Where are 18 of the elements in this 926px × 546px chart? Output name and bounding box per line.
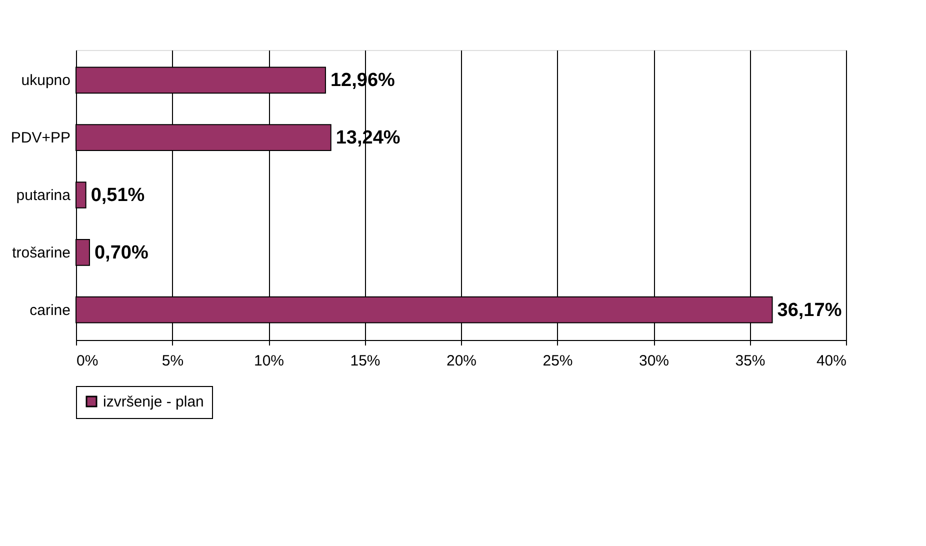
x-tick-label: 5% — [162, 352, 184, 370]
x-tick-label: 10% — [254, 352, 284, 370]
x-tick-label: 0% — [76, 352, 98, 370]
y-tick-label: trošarine — [12, 244, 70, 262]
text: 0,70% — [94, 242, 148, 264]
x-tick-label: 25% — [542, 352, 573, 370]
text: 36,17% — [777, 300, 842, 321]
x-tick-label: 20% — [446, 352, 477, 370]
y-tick-label: putarina — [16, 187, 72, 204]
legend-label: izvršenje - plan — [103, 394, 204, 410]
x-tick-label: 40% — [816, 352, 846, 370]
x-tick-label: 35% — [735, 352, 766, 370]
y-tick-label: ukupno — [21, 72, 70, 90]
x-tick-label: 15% — [350, 352, 380, 370]
text: 0,51% — [90, 185, 145, 206]
y-tick-label: PDV+PP — [10, 130, 70, 147]
y-tick-label: carine — [30, 302, 70, 319]
x-tick-label: 30% — [638, 352, 670, 370]
